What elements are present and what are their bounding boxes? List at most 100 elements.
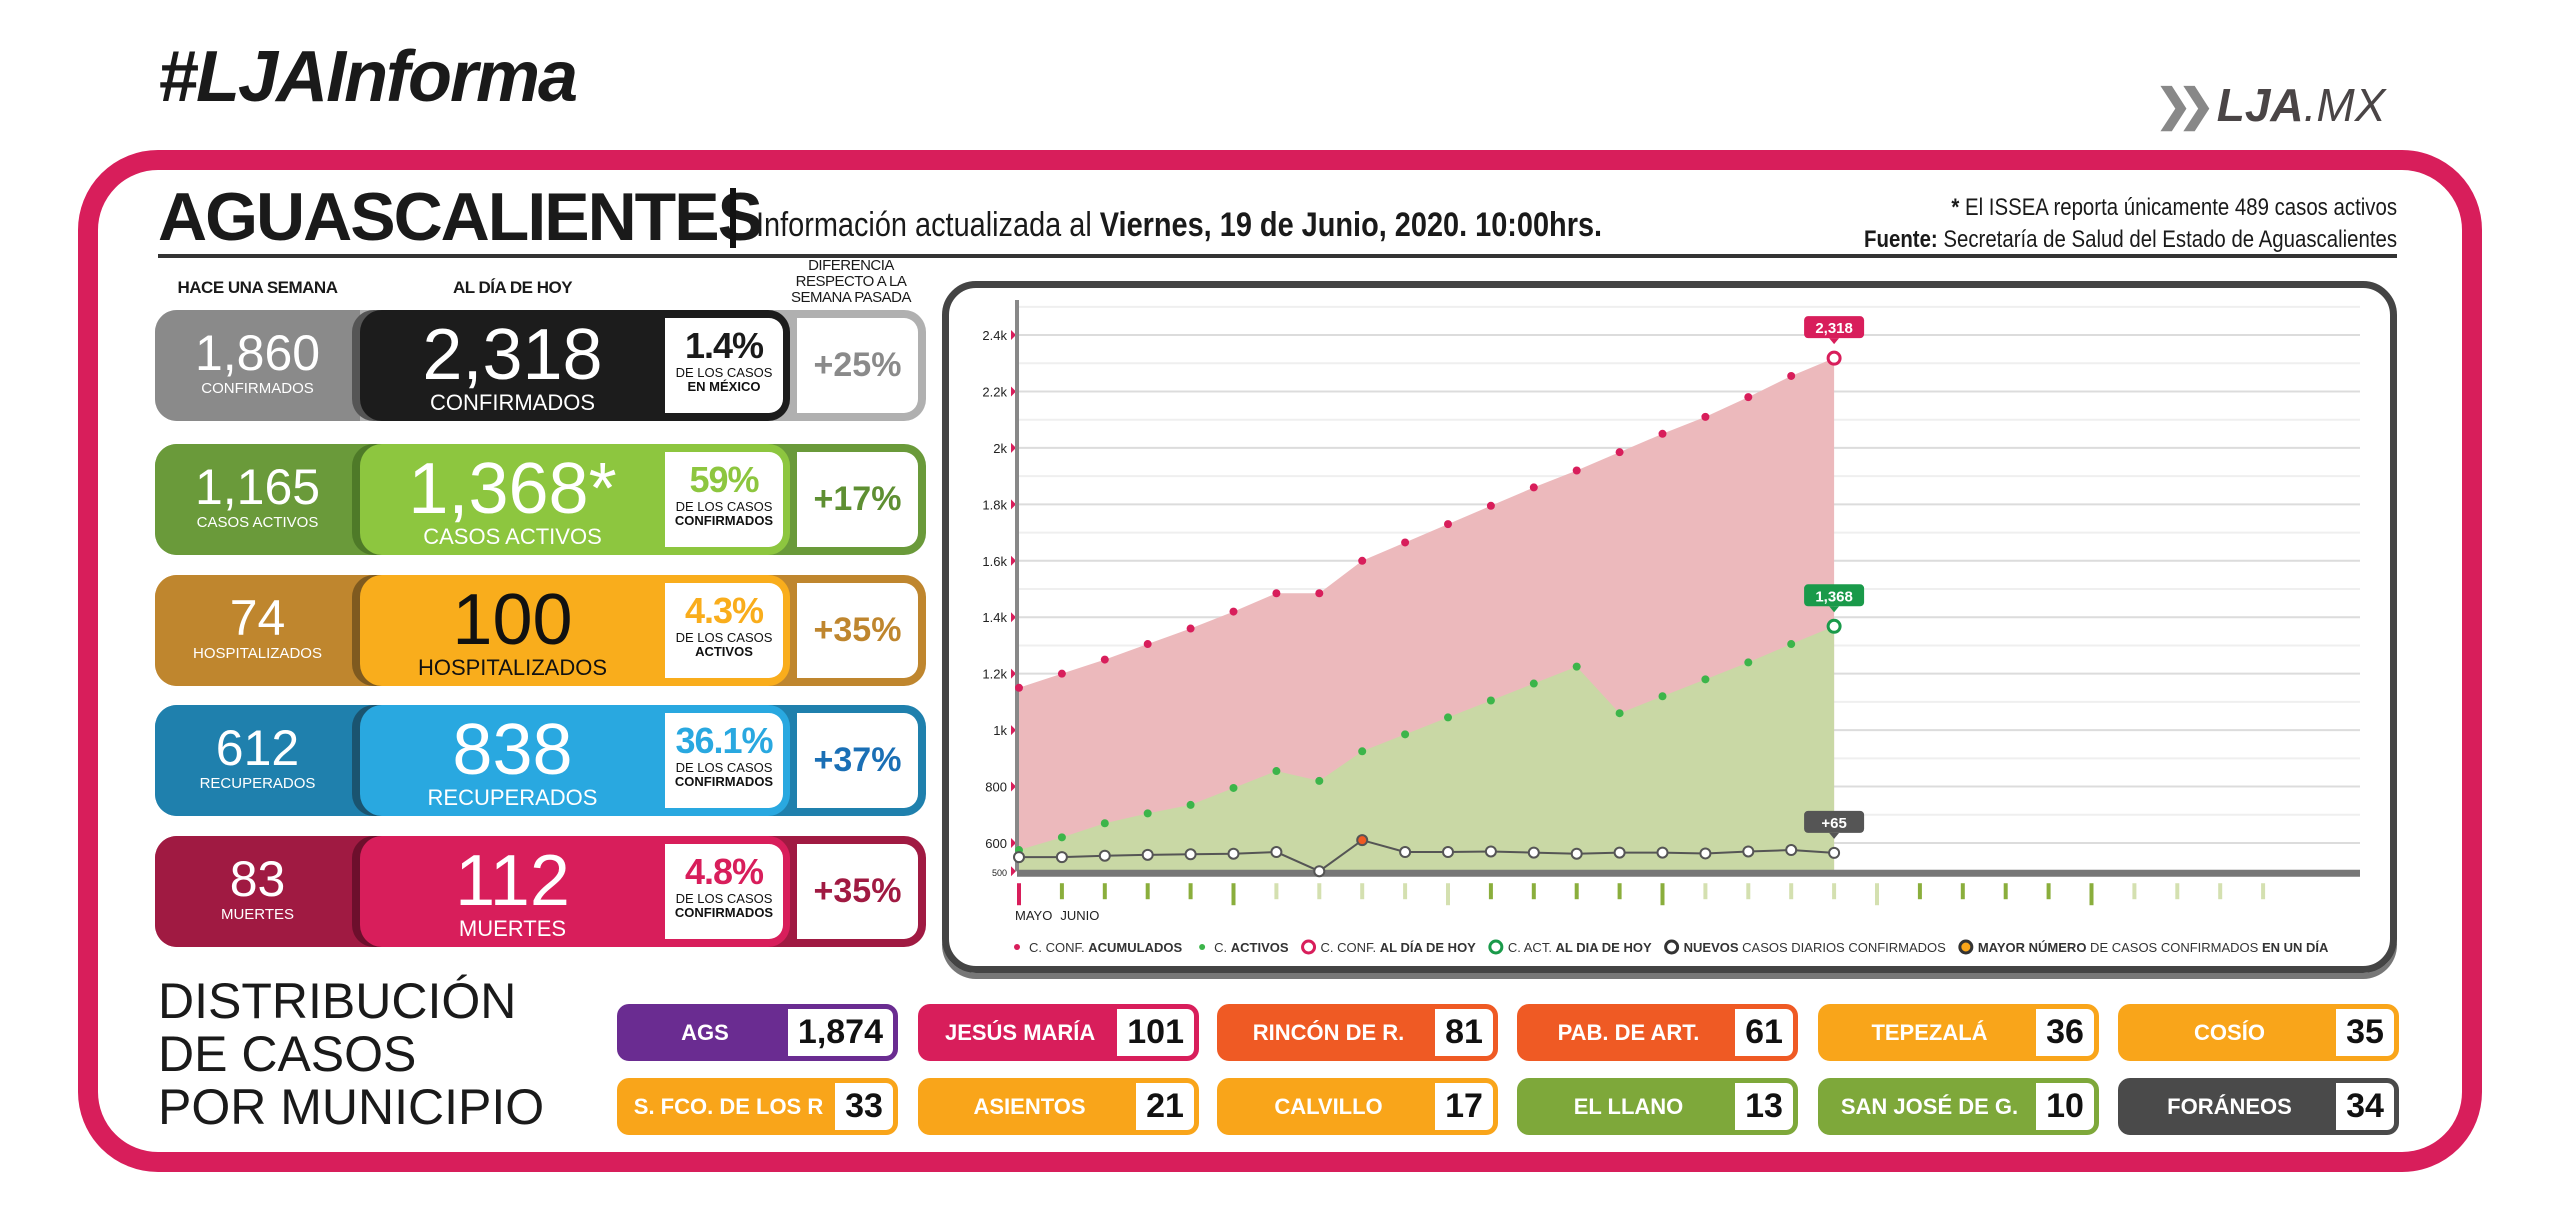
column-header-today: AL DÍA DE HOY	[452, 278, 573, 297]
active-point	[1315, 776, 1324, 785]
municipality-count: 13	[1735, 1083, 1793, 1130]
week-label: CASOS ACTIVOS	[196, 514, 319, 531]
percentage-caption: DE LOS CASOS	[675, 365, 773, 380]
municipality-count: 33	[835, 1083, 893, 1130]
percentage-value: 4.3%	[684, 590, 764, 631]
date-tick	[1832, 883, 1837, 900]
percentage-box: 36.1% DE LOS CASOS CONFIRMADOS	[665, 713, 783, 808]
active-callout-bg	[1804, 584, 1865, 607]
update-info: Información actualizada al Viernes, 19 d…	[756, 206, 1602, 245]
percentage-caption: DE LOS CASOS	[675, 630, 773, 645]
municipality-item: RINCÓN DE R. 81	[1217, 1004, 1498, 1061]
new-cases-callout-bg	[1804, 810, 1865, 833]
active-point	[1787, 640, 1796, 649]
date-tick	[1789, 883, 1794, 900]
date-tick	[2218, 883, 2223, 900]
y-tick-marker	[1011, 442, 1016, 453]
confirmed-point	[1229, 607, 1238, 616]
new-cases-point	[1055, 851, 1068, 864]
confirmed-point	[1701, 412, 1710, 421]
new-cases-point	[1484, 845, 1497, 858]
date-tick	[1617, 883, 1622, 900]
municipality-count: 21	[1136, 1083, 1194, 1130]
new-cases-callout: +65	[1821, 815, 1846, 832]
week-label: HOSPITALIZADOS	[193, 645, 322, 662]
active-point	[1658, 692, 1667, 701]
source-text: Secretaría de Salud del Estado de Aguasc…	[1937, 226, 2397, 253]
confirmed-point	[1186, 624, 1195, 633]
municipality-item: PAB. DE ART. 61	[1517, 1004, 1798, 1061]
today-value: 1,368*	[408, 449, 617, 529]
municipality-item: SAN JOSÉ DE G. 10	[1818, 1078, 2099, 1135]
issea-note: * El ISSEA reporta únicamente 489 casos …	[1864, 192, 2397, 224]
y-tick-label: 800	[985, 780, 1007, 795]
confirmed-today-point	[1826, 350, 1842, 366]
legend-text: ACUMULADOS	[1088, 940, 1182, 955]
municipality-name: ASIENTOS	[973, 1093, 1086, 1119]
date-tick	[1274, 883, 1279, 900]
legend-ring-icon	[1301, 939, 1317, 955]
y-tick-label: 1.4k	[982, 610, 1007, 625]
new-cases-point	[1742, 845, 1755, 858]
active-point	[1529, 679, 1538, 688]
date-tick	[1360, 883, 1365, 900]
today-value: 2,318	[422, 315, 603, 395]
y-tick-marker	[1011, 725, 1016, 736]
new-cases-point	[1141, 848, 1154, 861]
stat-row: 612 RECUPERADOS 838 RECUPERADOS 36.1% DE LOS …	[155, 705, 926, 816]
legend-ring-icon	[1664, 939, 1680, 955]
date-tick	[1660, 883, 1665, 906]
confirmed-point	[1100, 655, 1109, 664]
today-label: CONFIRMADOS	[430, 390, 595, 415]
legend-item: C. ACTIVOS	[1214, 940, 1289, 955]
municipality-item: TEPEZALÁ 36	[1818, 1004, 2099, 1061]
lja-logo: ❯❯ LJA .MX	[2155, 78, 2385, 132]
date-tick	[1403, 883, 1408, 900]
update-date: Viernes, 19 de Junio, 2020. 10:00hrs.	[1099, 206, 1603, 244]
legend-dot-icon	[1199, 944, 1206, 950]
y-tick-label: 1.6k	[982, 554, 1007, 569]
y-tick-marker	[1011, 330, 1016, 341]
y-tick-marker	[1011, 612, 1016, 623]
today-label: HOSPITALIZADOS	[417, 655, 608, 680]
week-label: RECUPERADOS	[199, 775, 316, 792]
percentage-reference: CONFIRMADOS	[674, 774, 774, 789]
weekly-difference: +25%	[797, 318, 918, 413]
note-star: *	[1951, 194, 1960, 221]
x-label-junio: JUNIO	[1060, 908, 1099, 923]
week-value-box: 1,165 CASOS ACTIVOS	[155, 444, 360, 555]
stat-row: 83 MUERTES 112 MUERTES 4.8% DE LOS CASOS CONFI…	[155, 836, 926, 947]
today-label: MUERTES	[458, 916, 567, 941]
municipality-item: ASIENTOS 21	[918, 1078, 1199, 1135]
active-point	[1057, 833, 1066, 842]
week-value-box: 1,860 CONFIRMADOS	[155, 310, 360, 421]
confirmed-point	[1315, 589, 1324, 598]
new-cases-line	[1019, 839, 1835, 873]
municipality-name: EL LLANO	[1573, 1093, 1684, 1119]
chart-frame	[942, 281, 2397, 973]
confirmed-point	[1401, 538, 1410, 547]
confirmed-point	[1486, 501, 1495, 510]
municipality-item: EL LLANO 13	[1517, 1078, 1798, 1135]
notes: * El ISSEA reporta únicamente 489 casos …	[1864, 192, 2397, 256]
confirmed-point	[1572, 466, 1581, 475]
active-point	[1229, 783, 1238, 792]
new-cases-point	[1828, 846, 1841, 859]
date-tick	[1231, 883, 1236, 906]
confirmed-point	[1529, 483, 1538, 492]
date-tick	[1531, 883, 1536, 900]
date-tick	[1059, 883, 1064, 900]
legend-item: C. ACT. AL DIA DE HOY	[1508, 940, 1652, 955]
percentage-value: 36.1%	[675, 720, 773, 761]
today-label: RECUPERADOS	[427, 785, 598, 810]
confirmed-point	[1658, 429, 1667, 438]
stat-row: 1,860 CONFIRMADOS 2,318 CONFIRMADOS 1.4% DE L…	[155, 310, 926, 421]
new-cases-point	[1399, 846, 1412, 859]
municipality-count: 35	[2336, 1009, 2394, 1056]
confirmed-point	[1744, 393, 1753, 402]
logo-bold: LJA	[2216, 79, 2304, 131]
percentage-box: 4.8% DE LOS CASOS CONFIRMADOS	[665, 844, 783, 939]
legend-item: C. CONF. ACUMULADOS	[1029, 940, 1182, 955]
column-header-diff: DIFERENCIA RESPECTO A LA SEMANA PASADA	[791, 257, 911, 306]
